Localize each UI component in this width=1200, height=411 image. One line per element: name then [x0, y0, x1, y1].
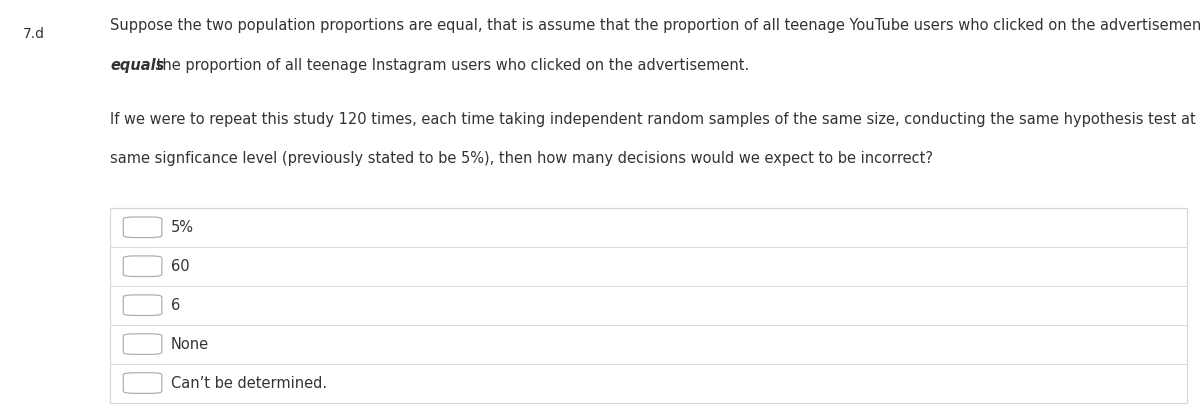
Text: 7.d: 7.d — [23, 27, 44, 41]
FancyBboxPatch shape — [124, 256, 162, 277]
Text: None: None — [170, 337, 209, 352]
Text: 5%: 5% — [170, 220, 193, 235]
Text: the proportion of all teenage Instagram users who clicked on the advertisement.: the proportion of all teenage Instagram … — [152, 58, 750, 73]
FancyBboxPatch shape — [110, 208, 1187, 402]
Text: If we were to repeat this study 120 times, each time taking independent random s: If we were to repeat this study 120 time… — [110, 112, 1200, 127]
Text: 6: 6 — [170, 298, 180, 313]
FancyBboxPatch shape — [124, 334, 162, 354]
FancyBboxPatch shape — [124, 217, 162, 238]
Text: same signficance level (previously stated to be 5%), then how many decisions wou: same signficance level (previously state… — [110, 152, 932, 166]
Text: 60: 60 — [170, 259, 190, 274]
Text: Suppose the two population proportions are equal, that is assume that the propor: Suppose the two population proportions a… — [110, 18, 1200, 33]
Text: equals: equals — [110, 58, 164, 73]
FancyBboxPatch shape — [124, 295, 162, 316]
FancyBboxPatch shape — [124, 373, 162, 393]
Text: Can’t be determined.: Can’t be determined. — [170, 376, 326, 390]
